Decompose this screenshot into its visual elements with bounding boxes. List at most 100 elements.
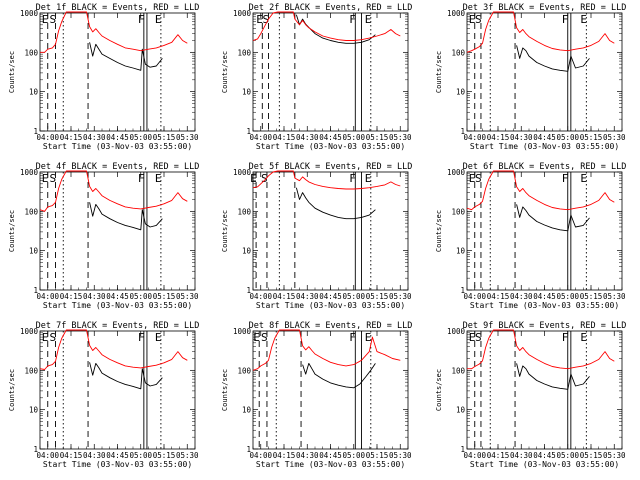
x-tick-label: 05:15 (153, 451, 176, 460)
x-tick-label: 04:30 (83, 292, 106, 301)
y-tick-label: 100 (24, 48, 38, 57)
x-tick-label: 04:45 (319, 451, 342, 460)
panel-title: Det 4f BLACK = Events, RED = LLD (36, 162, 200, 172)
x-axis-label: Start Time (03-Nov-03 03:55:00) (470, 301, 619, 310)
x-tick-label: 04:45 (106, 292, 129, 301)
time-marker-label: F (349, 13, 356, 26)
events-series-line (89, 202, 163, 231)
y-tick-label: 10 (29, 406, 39, 415)
y-tick-label: 1 (33, 127, 38, 136)
events-series-line (89, 42, 163, 71)
y-tick-label: 10 (456, 406, 466, 415)
time-marker-label: F (349, 331, 356, 344)
y-tick-label: 10 (242, 406, 252, 415)
x-axis-label: Start Time (03-Nov-03 03:55:00) (43, 142, 192, 151)
lld-series-line (39, 170, 188, 212)
x-tick-label: 05:15 (366, 451, 389, 460)
panel-title: Det 1f BLACK = Events, RED = LLD (36, 3, 200, 13)
events-series-line (295, 14, 376, 44)
panel-title: Det 5f BLACK = Events, RED = LLD (249, 162, 413, 172)
y-tick-label: 1 (33, 286, 38, 295)
panel-title: Det 3f BLACK = Events, RED = LLD (463, 3, 627, 13)
y-tick-label: 1 (246, 127, 251, 136)
x-axis-label: Start Time (03-Nov-03 03:55:00) (256, 142, 405, 151)
x-axis-label: Start Time (03-Nov-03 03:55:00) (470, 460, 619, 469)
x-tick-label: 04:15 (273, 133, 296, 142)
time-marker-label: E (365, 13, 372, 26)
x-axis-label: Start Time (03-Nov-03 03:55:00) (470, 142, 619, 151)
x-tick-label: 04:00 (463, 451, 486, 460)
x-axis-label: Start Time (03-Nov-03 03:55:00) (256, 460, 405, 469)
y-tick-label: 10 (456, 247, 466, 256)
x-tick-label: 05:30 (603, 133, 626, 142)
y-tick-label: 1000 (447, 168, 466, 177)
y-axis-label: Counts/sec (8, 210, 16, 252)
x-tick-label: 04:15 (487, 292, 510, 301)
events-series-line (516, 45, 590, 72)
events-series-line (516, 363, 590, 390)
x-tick-label: 04:00 (36, 292, 59, 301)
x-tick-label: 05:15 (580, 133, 603, 142)
time-marker-label: E (42, 172, 49, 185)
y-axis-label: Counts/sec (435, 51, 443, 93)
y-tick-label: 10 (29, 247, 39, 256)
x-tick-label: 05:00 (342, 292, 365, 301)
x-tick-label: 04:00 (36, 451, 59, 460)
panel-9: Det 9f BLACK = Events, RED = LLD 1 10 100 10… (435, 321, 626, 469)
y-tick-label: 100 (237, 48, 251, 57)
time-marker-label: S (261, 331, 268, 344)
y-tick-label: 100 (451, 48, 465, 57)
x-tick-label: 04:00 (36, 133, 59, 142)
time-marker-label: S (50, 331, 57, 344)
y-axis-label: Counts/sec (221, 51, 229, 93)
y-axis-label: Counts/sec (221, 369, 229, 411)
time-marker-label: E (256, 13, 263, 26)
time-marker-label: E (469, 13, 476, 26)
x-tick-label: 05:30 (389, 451, 412, 460)
lld-series-line (40, 11, 188, 53)
x-tick-label: 05:30 (603, 451, 626, 460)
x-tick-label: 05:00 (556, 451, 579, 460)
time-marker-label: S (475, 13, 482, 26)
x-tick-label: 04:00 (249, 451, 272, 460)
y-axis-label: Counts/sec (8, 51, 16, 93)
y-tick-label: 100 (451, 366, 465, 375)
x-axis-label: Start Time (03-Nov-03 03:55:00) (43, 460, 192, 469)
x-tick-label: 04:45 (533, 133, 556, 142)
y-tick-label: 10 (242, 247, 252, 256)
time-marker-label: E (580, 331, 587, 344)
x-tick-label: 04:15 (273, 451, 296, 460)
x-tick-label: 05:30 (603, 292, 626, 301)
time-marker-label: S (475, 172, 482, 185)
x-tick-label: 04:30 (83, 133, 106, 142)
x-tick-label: 04:45 (319, 133, 342, 142)
y-axis-label: Counts/sec (8, 369, 16, 411)
x-tick-label: 05:30 (176, 292, 199, 301)
time-marker-label: E (469, 172, 476, 185)
x-tick-label: 04:45 (533, 292, 556, 301)
time-marker-label: F (562, 331, 569, 344)
x-tick-label: 05:15 (366, 133, 389, 142)
time-marker-label: E (580, 13, 587, 26)
lld-series-line (252, 170, 401, 190)
x-tick-label: 04:15 (60, 292, 83, 301)
x-tick-label: 04:30 (296, 451, 319, 460)
x-tick-label: 04:45 (106, 133, 129, 142)
x-tick-label: 05:00 (129, 292, 152, 301)
time-marker-label: S (50, 172, 57, 185)
lld-series-line (466, 170, 615, 211)
x-tick-label: 04:45 (106, 451, 129, 460)
lld-series-line (466, 11, 615, 53)
y-tick-label: 100 (24, 207, 38, 216)
time-marker-label: E (155, 331, 162, 344)
x-tick-label: 05:15 (366, 292, 389, 301)
time-marker-label: E (253, 331, 260, 344)
lld-series-line (252, 329, 401, 371)
x-tick-label: 05:00 (342, 451, 365, 460)
y-tick-label: 1000 (447, 9, 466, 18)
panel-title: Det 9f BLACK = Events, RED = LLD (463, 321, 627, 331)
time-marker-label: E (155, 13, 162, 26)
time-marker-label: E (250, 172, 257, 185)
